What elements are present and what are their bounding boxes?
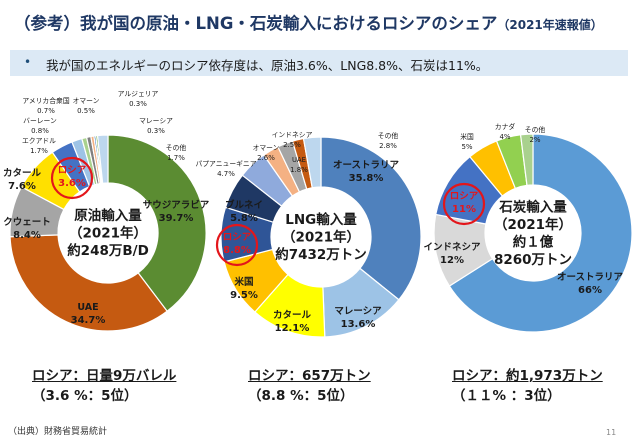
lng-donut: オーストラリア 35.8% マレーシア 13.6% カタール 12.1% 米国 9.5% ロシア… bbox=[195, 131, 422, 338]
crude-russia-summary: ロシア：日量9万バレル （3.6 %：5位） bbox=[32, 364, 176, 404]
coal-slice-name-3: 米国 bbox=[460, 132, 474, 141]
coal-slice-value-5: 2% bbox=[529, 136, 540, 144]
crude-center-label-0: 原油輸入量 bbox=[74, 207, 142, 224]
crude-slice-value-2: 8.4% bbox=[13, 230, 41, 241]
crude-slice-11 bbox=[96, 134, 109, 184]
crude-center-label-1: （2021年） bbox=[69, 225, 147, 242]
lng-center-label-0: LNG輸入量 bbox=[285, 211, 357, 228]
lng-center-label-2: 約7432万トン bbox=[275, 246, 367, 263]
crude-slice-name-6: バーレーン bbox=[23, 117, 57, 125]
bullet-icon: • bbox=[24, 55, 32, 69]
lng-summary-line1: ロシア：657万トン bbox=[248, 368, 371, 384]
crude-slice-name-10: マレーシア bbox=[139, 117, 173, 125]
crude-summary-line2: （3.6 %：5位） bbox=[32, 388, 138, 404]
crude-summary-line1: ロシア：日量9万バレル bbox=[32, 368, 177, 384]
lng-slice-name-8: インドネシア bbox=[272, 131, 313, 139]
crude-slice-name-3: カタール bbox=[3, 167, 42, 179]
coal-russia-summary: ロシア：約1,973万トン （１１% ：3位） bbox=[452, 364, 603, 404]
coal-slice-name-4: カナダ bbox=[495, 122, 516, 131]
coal-slice-5 bbox=[519, 133, 534, 187]
coal-slice-name-0: オーストラリア bbox=[557, 272, 624, 283]
lng-slice-value-6: 4.7% bbox=[217, 170, 235, 178]
coal-summary-line1: ロシア：約1,973万トン bbox=[452, 368, 603, 384]
coal-slice-0 bbox=[448, 133, 633, 333]
coal-slice-value-2: 11% bbox=[452, 204, 476, 215]
crude-slice-value-11: 1.7% bbox=[167, 154, 185, 162]
coal-slice-value-3: 5% bbox=[461, 143, 472, 151]
lng-slice-name-7: オマーン bbox=[253, 144, 280, 152]
lng-slice-name-6: パプアニューギニア bbox=[195, 160, 256, 168]
lng-slice-value-0: 35.8% bbox=[349, 173, 384, 184]
crude-slice-name-8: オマーン bbox=[73, 97, 100, 105]
slide-title: （参考）我が国の原油・LNG・石炭輸入におけるロシアのシェア（2021年速報値） bbox=[14, 10, 634, 34]
lng-slice-name-5: ブルネイ bbox=[225, 199, 263, 211]
crude-slice-name-7: アメリカ合衆国 bbox=[22, 96, 69, 105]
crude-slice-value-4: 3.6% bbox=[58, 178, 86, 189]
coal-slice-value-1: 12% bbox=[440, 255, 464, 266]
crude-slice-value-8: 0.5% bbox=[77, 107, 95, 115]
crude-slice-value-5: 1.7% bbox=[30, 147, 48, 155]
crude-slice-value-0: 39.7% bbox=[159, 213, 194, 224]
coal-center-label-2: 約１億 bbox=[513, 233, 554, 250]
coal-russia-highlight-ring bbox=[442, 182, 486, 226]
coal-slice-name-2: ロシア bbox=[450, 191, 479, 202]
key-message-text: 我が国のエネルギーのロシア依存度は、原油3.6%、LNG8.8%、石炭は11%。 bbox=[46, 58, 489, 73]
crude-slice-name-11: その他 bbox=[166, 143, 187, 152]
coal-slice-name-1: インドネシア bbox=[423, 242, 481, 253]
lng-slice-value-1: 13.6% bbox=[341, 319, 376, 330]
lng-slice-0 bbox=[320, 136, 422, 301]
crude-slice-value-7: 0.7% bbox=[37, 107, 55, 115]
lng-slice-10 bbox=[302, 136, 322, 189]
lng-slice-value-7: 2.6% bbox=[257, 154, 275, 162]
lng-slice-value-8: 2.5% bbox=[283, 141, 301, 149]
coal-summary-line2: （１１% ：3位） bbox=[452, 388, 561, 404]
lng-slice-value-5: 5.8% bbox=[230, 213, 258, 224]
lng-slice-value-4: 8.8% bbox=[223, 245, 251, 256]
lng-slice-name-2: カタール bbox=[273, 309, 312, 321]
lng-slice-value-2: 12.1% bbox=[275, 323, 310, 334]
coal-donut: オーストラリア 66% インドネシア 12% ロシア 11% 米国 5% カナダ 4% その他 2% 石… bbox=[423, 122, 633, 333]
crude-slice-value-3: 7.6% bbox=[8, 181, 36, 192]
lng-slice-name-9: UAE bbox=[292, 156, 306, 164]
coal-center-label-1: （2021年） bbox=[494, 216, 572, 233]
coal-slice-value-0: 66% bbox=[578, 285, 602, 296]
crude-slice-value-10: 0.3% bbox=[147, 127, 165, 135]
coal-center-label-3: 8260万トン bbox=[494, 252, 572, 268]
crude-slice-value-1: 34.7% bbox=[71, 315, 106, 326]
crude-slice-name-9: アルジェリア bbox=[118, 90, 159, 98]
lng-russia-summary: ロシア：657万トン （8.8 %：5位） bbox=[248, 364, 371, 404]
crude-russia-highlight-ring bbox=[50, 156, 94, 200]
lng-summary-line2: （8.8 %：5位） bbox=[248, 388, 354, 404]
lng-slice-name-0: オーストラリア bbox=[333, 160, 400, 171]
crude-slice-name-4: ロシア bbox=[58, 165, 87, 176]
lng-slice-name-3: 米国 bbox=[233, 276, 253, 288]
crude-slice-1 bbox=[9, 234, 168, 332]
crude-slice-value-6: 0.8% bbox=[31, 127, 49, 135]
lng-slice-value-9: 1.8% bbox=[290, 166, 308, 174]
lng-slice-value-10: 2.8% bbox=[379, 142, 397, 150]
source-note: （出典）財務省貿易統計 bbox=[8, 427, 108, 437]
coal-center-label-0: 石炭輸入量 bbox=[498, 198, 567, 215]
title-main: （参考）我が国の原油・LNG・石炭輸入におけるロシアのシェア bbox=[14, 14, 498, 33]
page-number: 11 bbox=[606, 428, 617, 437]
crude-center-label-2: 約248万B/D bbox=[67, 242, 149, 259]
title-sub: （2021年速報値） bbox=[497, 18, 603, 32]
crude-slice-name-2: クウェート bbox=[3, 217, 51, 228]
coal-slice-name-5: その他 bbox=[525, 125, 546, 134]
lng-slice-name-1: マレーシア bbox=[334, 306, 382, 317]
crude-slice-name-5: エクアドル bbox=[22, 137, 56, 145]
lng-slice-name-4: ロシア bbox=[223, 232, 252, 243]
lng-center-label-1: （2021年） bbox=[282, 229, 360, 246]
crude-slice-name-0: サウジアラビア bbox=[143, 199, 210, 211]
lng-slice-name-10: その他 bbox=[378, 131, 399, 140]
crude-donut: サウジアラビア 39.7% UAE 34.7% クウェート 8.4% カタール 7.6% ロシア… bbox=[3, 90, 210, 332]
coal-slice-value-4: 4% bbox=[499, 133, 510, 141]
crude-slice-value-9: 0.3% bbox=[129, 100, 147, 108]
lng-slice-value-3: 9.5% bbox=[230, 290, 258, 301]
key-message-box: • 我が国のエネルギーのロシア依存度は、原油3.6%、LNG8.8%、石炭は11… bbox=[10, 50, 628, 76]
lng-russia-highlight-ring bbox=[215, 223, 259, 267]
crude-slice-0 bbox=[107, 134, 207, 313]
crude-slice-name-1: UAE bbox=[77, 302, 98, 313]
